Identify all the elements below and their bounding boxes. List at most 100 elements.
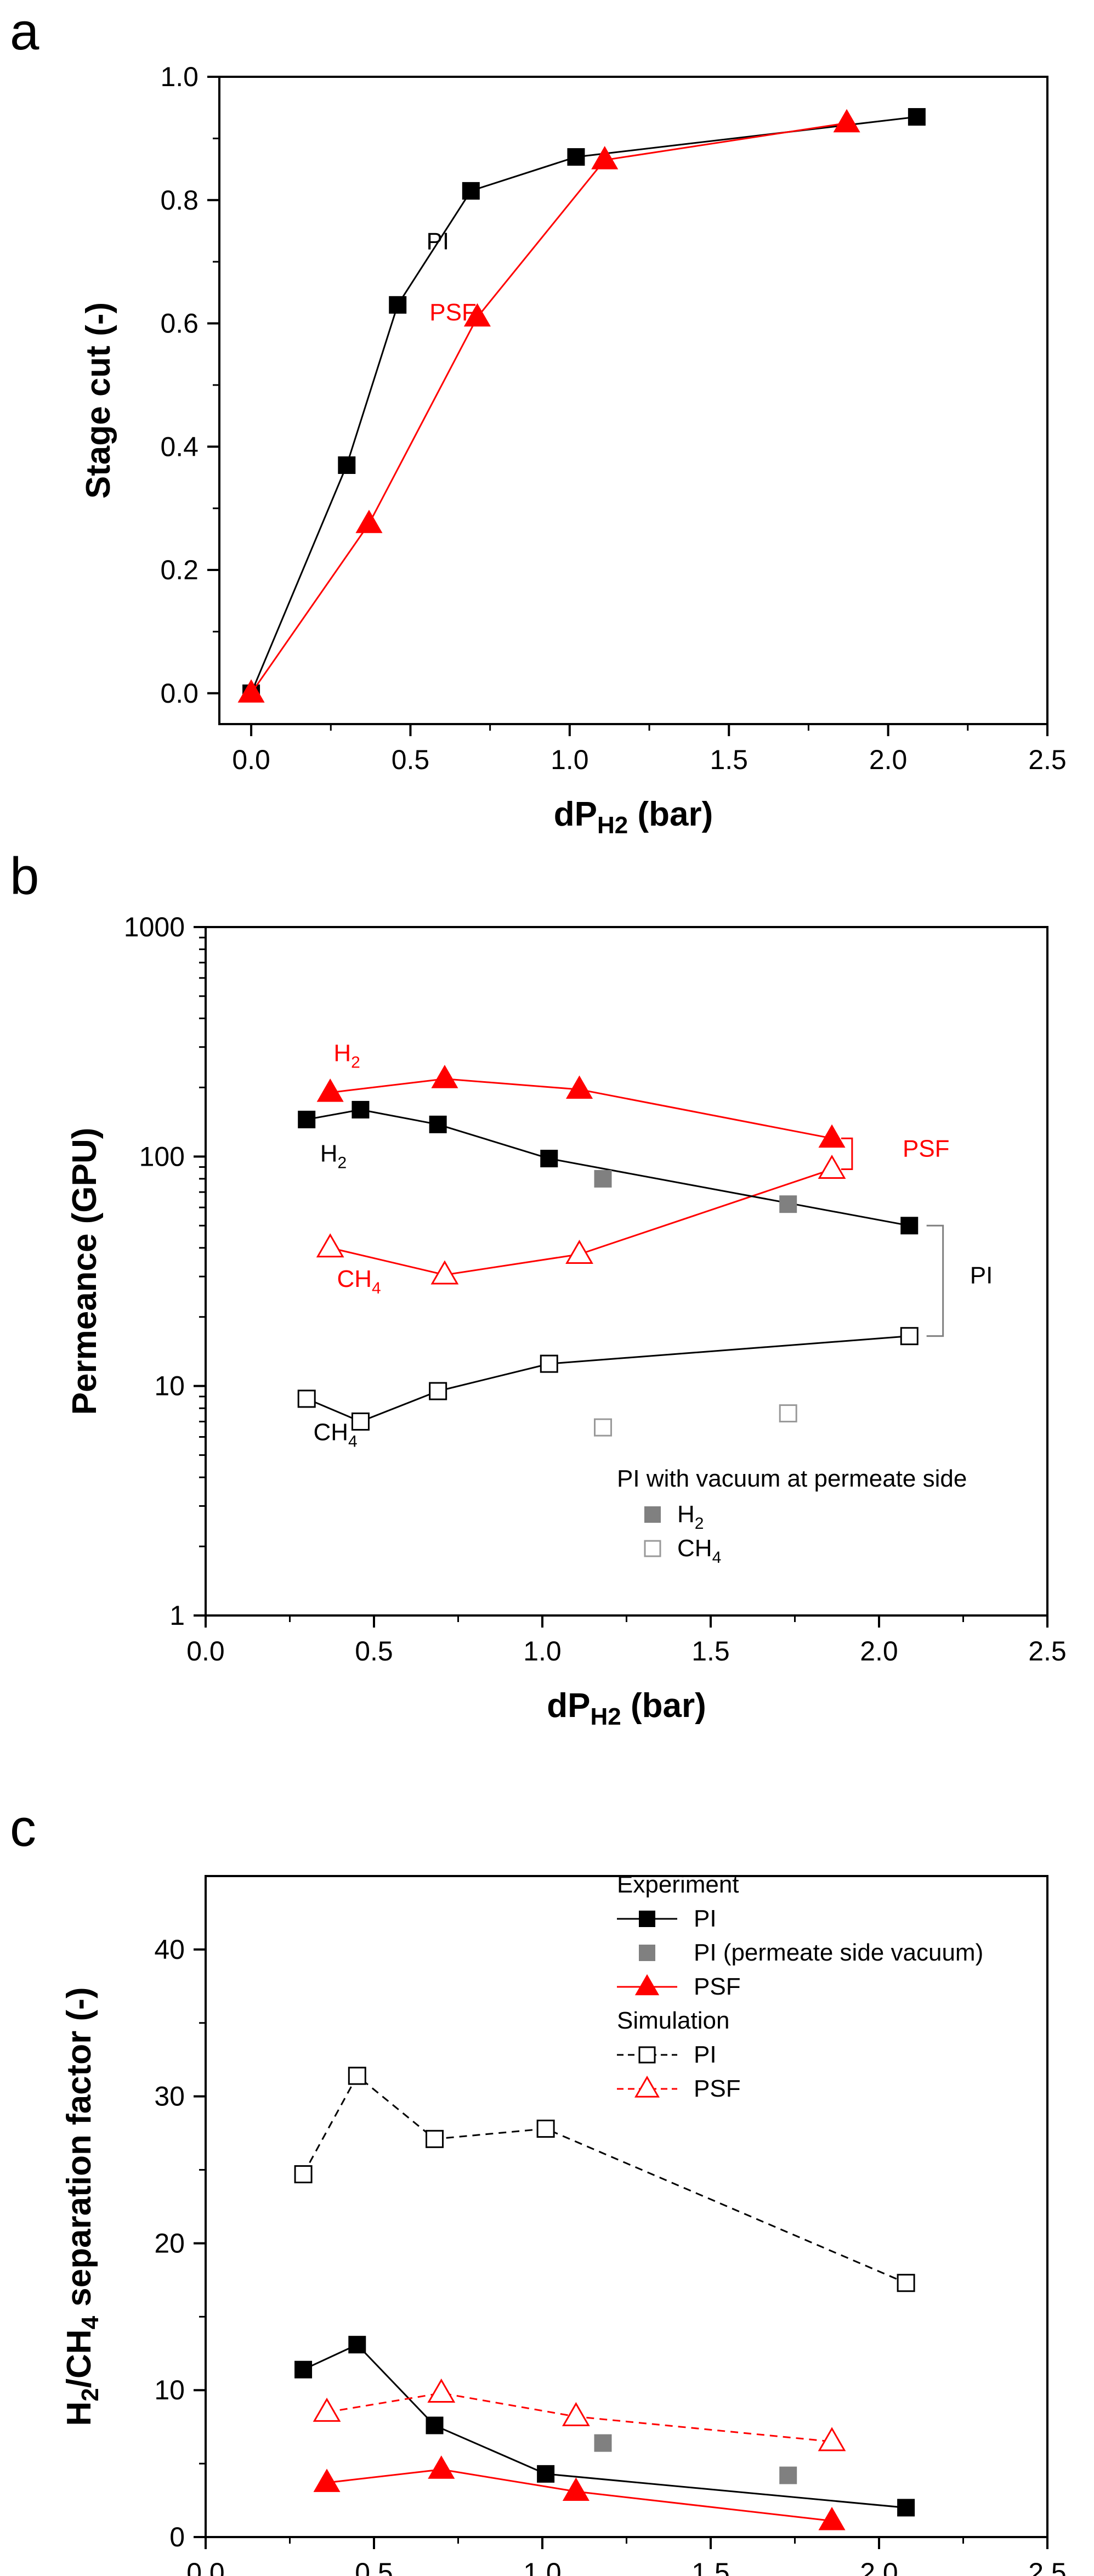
x-tick-label: 0.0 [232, 744, 270, 775]
series-pi-vacuum-h2 [594, 1170, 797, 1213]
plot-frame [218, 76, 1048, 725]
x-tick-label: 0.5 [355, 1636, 393, 1667]
y-tick-label: 20 [154, 2228, 185, 2258]
chart-a: a 0.0 0.5 1.0 1.5 2.0 2.5 0.0 0.2 0.4 0.6 0.8 1.0 dPH… [10, 2, 1067, 839]
marker-triangle [833, 109, 860, 133]
annotation: PSF [903, 1135, 950, 1162]
psf-bracket [841, 1137, 853, 1171]
y-tick-label: 0.0 [160, 678, 199, 709]
marker-square [426, 2129, 444, 2148]
legend: Experiment PI PI (permeate side vacuum) PSF… [617, 1871, 983, 2102]
y-tick-label: 0.2 [160, 555, 199, 585]
y-tick-label: 40 [154, 1934, 185, 1965]
legend-entry-label: PI (permeate side vacuum) [694, 1939, 983, 1966]
marker-square [294, 2165, 313, 2184]
marker-square [426, 2416, 444, 2434]
marker-triangle [566, 1075, 593, 1099]
marker-square [348, 2336, 366, 2354]
legend-entry-label: PI [694, 2041, 717, 2068]
y-tick-label: 0 [169, 2522, 185, 2552]
x-tick-label: 1.0 [523, 1636, 562, 1667]
marker-square [540, 1354, 558, 1373]
marker-triangle [430, 1260, 459, 1285]
marker-square [908, 108, 926, 126]
y-axis-title: Permeance (GPU) [66, 1128, 104, 1415]
series-psf [237, 109, 860, 703]
y-tick-label: 10 [154, 2375, 185, 2405]
series-line [330, 1168, 832, 1276]
y-tick-label: 0.6 [160, 308, 199, 339]
marker-square [537, 2465, 555, 2483]
series-line [250, 116, 917, 694]
annotation: H2 [333, 1040, 360, 1072]
legend-entry-label: PI [694, 1905, 717, 1932]
marker-square [429, 1115, 447, 1133]
marker-triangle [634, 1974, 660, 1996]
marker-triangle [313, 2397, 341, 2422]
marker-square [567, 148, 585, 166]
marker-square [297, 1389, 316, 1408]
legend-group-title: Experiment [617, 1871, 739, 1898]
marker-square [639, 1911, 655, 1927]
annotation: PI [970, 1262, 993, 1289]
marker-triangle [316, 1233, 344, 1258]
x-tick-label: 1.5 [710, 744, 748, 775]
x-tick-label: 2.5 [1028, 1636, 1067, 1667]
marker-triangle [565, 1239, 593, 1264]
y-tick-label: 0.4 [160, 431, 199, 462]
x-axis-title: dPH2 (bar) [547, 1687, 706, 1730]
chart-c: c0.00.51.01.52.02.5010203040dPH2 (bar)H2… [10, 1799, 1067, 2576]
y-tick-label: 30 [154, 2081, 185, 2112]
marker-triangle [562, 2402, 590, 2426]
series-psf-h2 [316, 1065, 846, 1148]
marker-square [348, 2066, 366, 2085]
marker-square [298, 1110, 316, 1128]
series-line [330, 1078, 832, 1139]
marker-triangle [237, 679, 265, 703]
marker-square [897, 2274, 915, 2292]
x-tick-label: 1.0 [551, 744, 589, 775]
marker-triangle [818, 1154, 846, 1179]
marker-triangle [818, 2427, 846, 2451]
marker-triangle [591, 146, 619, 170]
annotation: CH4 [337, 1266, 381, 1297]
x-tick-label: 1.5 [691, 1636, 730, 1667]
marker-triangle [562, 2477, 589, 2501]
series-pi [294, 2066, 915, 2292]
y-tick-label: 1000 [124, 912, 185, 942]
y-axis-title: H2/CH4 separation factor (-) [60, 1987, 104, 2426]
x-tick-label: 2.0 [860, 1636, 898, 1667]
panel-letter: b [10, 847, 39, 906]
marker-square [638, 2046, 656, 2064]
marker-square [462, 182, 480, 200]
annotation: PSF [429, 299, 477, 326]
marker-square [644, 1540, 661, 1557]
marker-square [594, 1418, 613, 1437]
y-tick-label: 10 [154, 1371, 185, 1402]
legend-entry-label: H2 [677, 1501, 704, 1533]
series-line [326, 2468, 832, 2522]
y-axis: 1 10 100 1000 [124, 912, 206, 1631]
marker-triangle [634, 2075, 660, 2098]
marker-square [900, 1217, 919, 1235]
marker-triangle [463, 303, 491, 327]
marker-square [779, 2466, 797, 2484]
x-tick-label: 0.5 [355, 2557, 393, 2576]
legend-entry-label: PSF [694, 2075, 741, 2102]
marker-square [639, 1945, 655, 1961]
marker-square [594, 2434, 612, 2452]
marker-square [389, 296, 407, 314]
series-pi [294, 2336, 915, 2517]
marker-square [429, 1382, 447, 1400]
series-pi-h2 [298, 1100, 919, 1235]
x-axis: 0.0 0.5 1.0 1.5 2.0 2.5 [186, 2537, 1067, 2576]
marker-square [594, 1170, 612, 1188]
marker-square [897, 2499, 915, 2517]
series-pi-ch4 [297, 1327, 919, 1431]
x-axis-title: dPH2 (bar) [554, 795, 713, 839]
y-axis: 0.0 0.2 0.4 0.6 0.8 1.0 [160, 61, 219, 709]
marker-square [644, 1506, 661, 1523]
x-axis: 0.0 0.5 1.0 1.5 2.0 2.5 [232, 724, 1067, 775]
marker-triangle [355, 510, 383, 533]
